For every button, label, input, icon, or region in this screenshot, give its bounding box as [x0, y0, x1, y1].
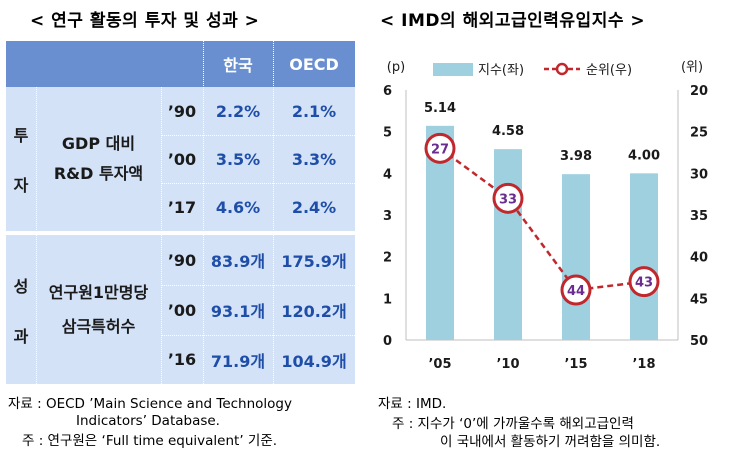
x-tick-label: ’05 [428, 357, 451, 372]
oecd-value: 175.9개 [281, 252, 347, 271]
x-tick-label: ’18 [632, 357, 655, 372]
rank-value-label: 33 [499, 192, 517, 207]
left-tick-label: 5 [383, 126, 392, 141]
rank-value-label: 44 [567, 284, 585, 299]
label-line: 삼극특허수 [61, 316, 136, 336]
year-cell: ’16 [167, 350, 197, 369]
rank-value-label: 43 [635, 276, 653, 291]
row-divider [161, 183, 355, 184]
bar [630, 173, 658, 340]
bar-value-label: 4.58 [492, 124, 524, 139]
research-table: 한국 OECD 투 자 GDP 대비 R&D 투자액 ’90 2.2% 2.1%… [6, 41, 355, 384]
right-axis-unit: (위) [681, 60, 703, 75]
right-tick-label: 45 [690, 292, 708, 307]
oecd-value: 3.3% [291, 149, 337, 169]
korea-value: 4.6% [215, 197, 261, 217]
cell-divider [36, 87, 37, 384]
bar-value-label: 5.14 [424, 101, 456, 116]
tag-char: 성 [13, 276, 29, 296]
korea-value: 71.9개 [210, 351, 266, 371]
label-line: GDP 대비 [61, 134, 136, 153]
bar-value-label: 3.98 [560, 149, 592, 164]
year-cell: ’00 [167, 149, 197, 169]
left-source-cont: Indicators’ Database. [76, 413, 220, 429]
korea-value: 83.9개 [210, 252, 266, 271]
right-tick-label: 40 [690, 251, 708, 266]
year-cell: ’90 [167, 101, 197, 121]
legend-bar-label: 지수(좌) [478, 63, 524, 78]
left-axis-unit: (p) [387, 60, 405, 75]
left-title: < 연구 활동의 투자 및 성과 > [30, 11, 260, 31]
rank-value-label: 27 [431, 142, 449, 157]
oecd-value: 104.9개 [281, 351, 347, 371]
left-source: 자료 : OECD ’Main Science and Technology [8, 396, 292, 412]
right-note-line1: 주 : 지수가 ‘0’에 가까울수록 해외고급인력 [392, 416, 634, 432]
oecd-value: 2.4% [291, 197, 337, 217]
bar [562, 174, 590, 340]
left-tick-label: 4 [383, 167, 392, 182]
header-korea: 한국 [203, 41, 273, 87]
right-note-line2: 이 국내에서 활동하기 꺼려함을 의미함. [440, 434, 661, 450]
cell-divider [273, 41, 274, 384]
table-header-blank [6, 41, 203, 87]
korea-value: 3.5% [215, 149, 261, 169]
row-divider [161, 335, 355, 336]
cell-divider [161, 87, 162, 384]
right-tick-label: 20 [690, 84, 708, 99]
oecd-value: 120.2개 [281, 302, 347, 321]
cell-divider [203, 41, 204, 384]
tag-char: 자 [13, 176, 29, 195]
right-title: < IMD의 해외고급인력유입지수 > [380, 11, 646, 31]
investment-label: GDP 대비 R&D 투자액 [36, 87, 161, 231]
x-tick-label: ’15 [564, 357, 587, 372]
rank-marker [628, 266, 660, 298]
header-oecd: OECD [273, 41, 355, 87]
row-divider [161, 285, 355, 286]
year-cell: ’90 [167, 250, 197, 270]
x-tick-label: ’10 [496, 357, 519, 372]
section-divider [6, 231, 355, 235]
legend-line-label: 순위(우) [586, 63, 632, 78]
left-tick-label: 3 [383, 209, 392, 224]
left-tick-label: 0 [383, 334, 392, 349]
row-divider [161, 135, 355, 136]
right-source: 자료 : IMD. [378, 396, 447, 412]
right-tick-label: 25 [690, 126, 708, 141]
investment-tag: 투 자 [6, 87, 36, 231]
rank-marker [492, 182, 524, 214]
legend-line-marker [555, 62, 569, 76]
label-line: 연구원1만명당 [48, 282, 149, 302]
rank-marker [424, 132, 456, 164]
korea-value: 93.1개 [210, 302, 266, 321]
performance-tag: 성 과 [6, 235, 36, 384]
oecd-value: 2.1% [291, 101, 337, 121]
tag-char: 투 [13, 126, 29, 145]
left-tick-label: 6 [383, 84, 392, 99]
bar [494, 149, 522, 340]
rank-line [439, 147, 645, 292]
left-note: 주 : 연구원은 ‘Full time equivalent’ 기준. [22, 433, 278, 449]
right-tick-label: 50 [690, 334, 708, 349]
legend-bar-swatch [433, 63, 473, 76]
performance-label: 연구원1만명당 삼극특허수 [36, 235, 161, 384]
rank-marker [560, 274, 592, 306]
right-tick-label: 35 [690, 209, 708, 224]
year-cell: ’17 [167, 197, 197, 217]
tag-char: 과 [13, 326, 29, 346]
left-tick-label: 1 [383, 292, 392, 307]
label-line: R&D 투자액 [53, 164, 144, 183]
year-cell: ’00 [167, 300, 197, 320]
bar-value-label: 4.00 [628, 148, 660, 163]
right-tick-label: 30 [690, 167, 708, 182]
left-tick-label: 2 [383, 251, 392, 266]
korea-value: 2.2% [215, 101, 261, 121]
